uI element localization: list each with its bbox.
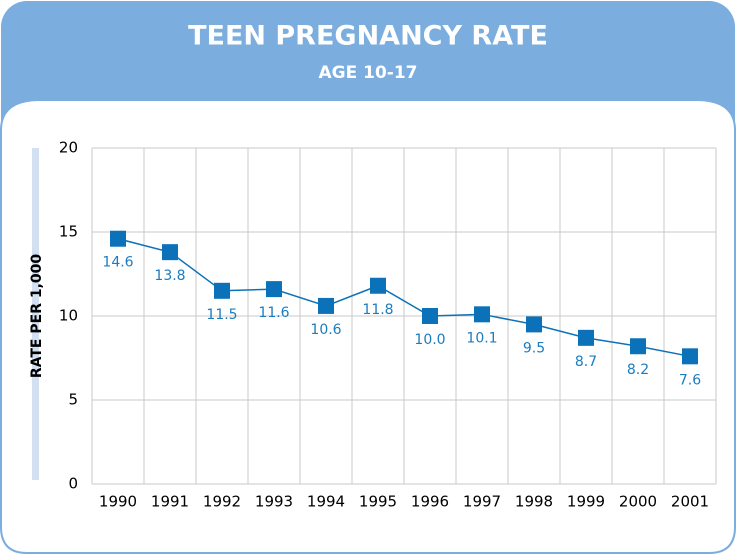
value-label: 7.6 bbox=[679, 372, 701, 388]
marker bbox=[370, 277, 386, 294]
x-tick-label: 2001 bbox=[671, 493, 709, 511]
panel bbox=[0, 99, 736, 554]
y-tick-label: 0 bbox=[68, 475, 78, 493]
x-tick-label: 1999 bbox=[567, 493, 605, 511]
value-label: 10.1 bbox=[466, 330, 497, 346]
y-tick-label: 10 bbox=[59, 307, 78, 325]
value-label: 13.8 bbox=[154, 268, 185, 284]
chart-title: TEEN PREGNANCY RATE bbox=[188, 21, 548, 52]
axis-accent bbox=[32, 148, 39, 480]
marker bbox=[318, 297, 334, 314]
x-tick-label: 1990 bbox=[99, 493, 137, 511]
value-label: 10.6 bbox=[310, 322, 341, 338]
value-label: 9.5 bbox=[523, 340, 545, 356]
x-tick-label: 1991 bbox=[151, 493, 189, 511]
x-tick-label: 1992 bbox=[203, 493, 241, 511]
marker bbox=[214, 282, 230, 299]
value-label: 11.8 bbox=[362, 302, 393, 318]
x-tick-label: 1994 bbox=[307, 493, 345, 511]
value-label: 8.2 bbox=[627, 362, 649, 378]
chart-subtitle: AGE 10-17 bbox=[318, 63, 417, 83]
x-tick-label: 1998 bbox=[515, 493, 553, 511]
marker bbox=[578, 329, 594, 346]
y-tick-label: 5 bbox=[68, 391, 78, 409]
marker bbox=[630, 338, 646, 355]
x-tick-label: 1993 bbox=[255, 493, 293, 511]
line bbox=[117, 237, 691, 358]
marker bbox=[682, 348, 698, 365]
x-tick-label: 1997 bbox=[463, 493, 501, 511]
x-tick-label: 1995 bbox=[359, 493, 397, 511]
x-tick-label: 1996 bbox=[411, 493, 449, 511]
y-tick-label: 15 bbox=[59, 223, 78, 241]
value-label: 14.6 bbox=[102, 255, 133, 271]
value-label: 8.7 bbox=[575, 354, 597, 370]
marker bbox=[162, 244, 178, 261]
marker bbox=[474, 306, 490, 323]
marker bbox=[526, 316, 542, 333]
y-axis-label: RATE PER 1,000 bbox=[29, 254, 45, 379]
value-label: 11.6 bbox=[258, 305, 289, 321]
marker bbox=[110, 230, 126, 247]
y-tick-label: 20 bbox=[59, 139, 78, 157]
value-label: 10.0 bbox=[414, 332, 445, 348]
marker bbox=[422, 308, 438, 324]
value-label: 11.5 bbox=[206, 307, 237, 323]
marker bbox=[266, 281, 282, 298]
x-tick-label: 2000 bbox=[619, 493, 657, 511]
